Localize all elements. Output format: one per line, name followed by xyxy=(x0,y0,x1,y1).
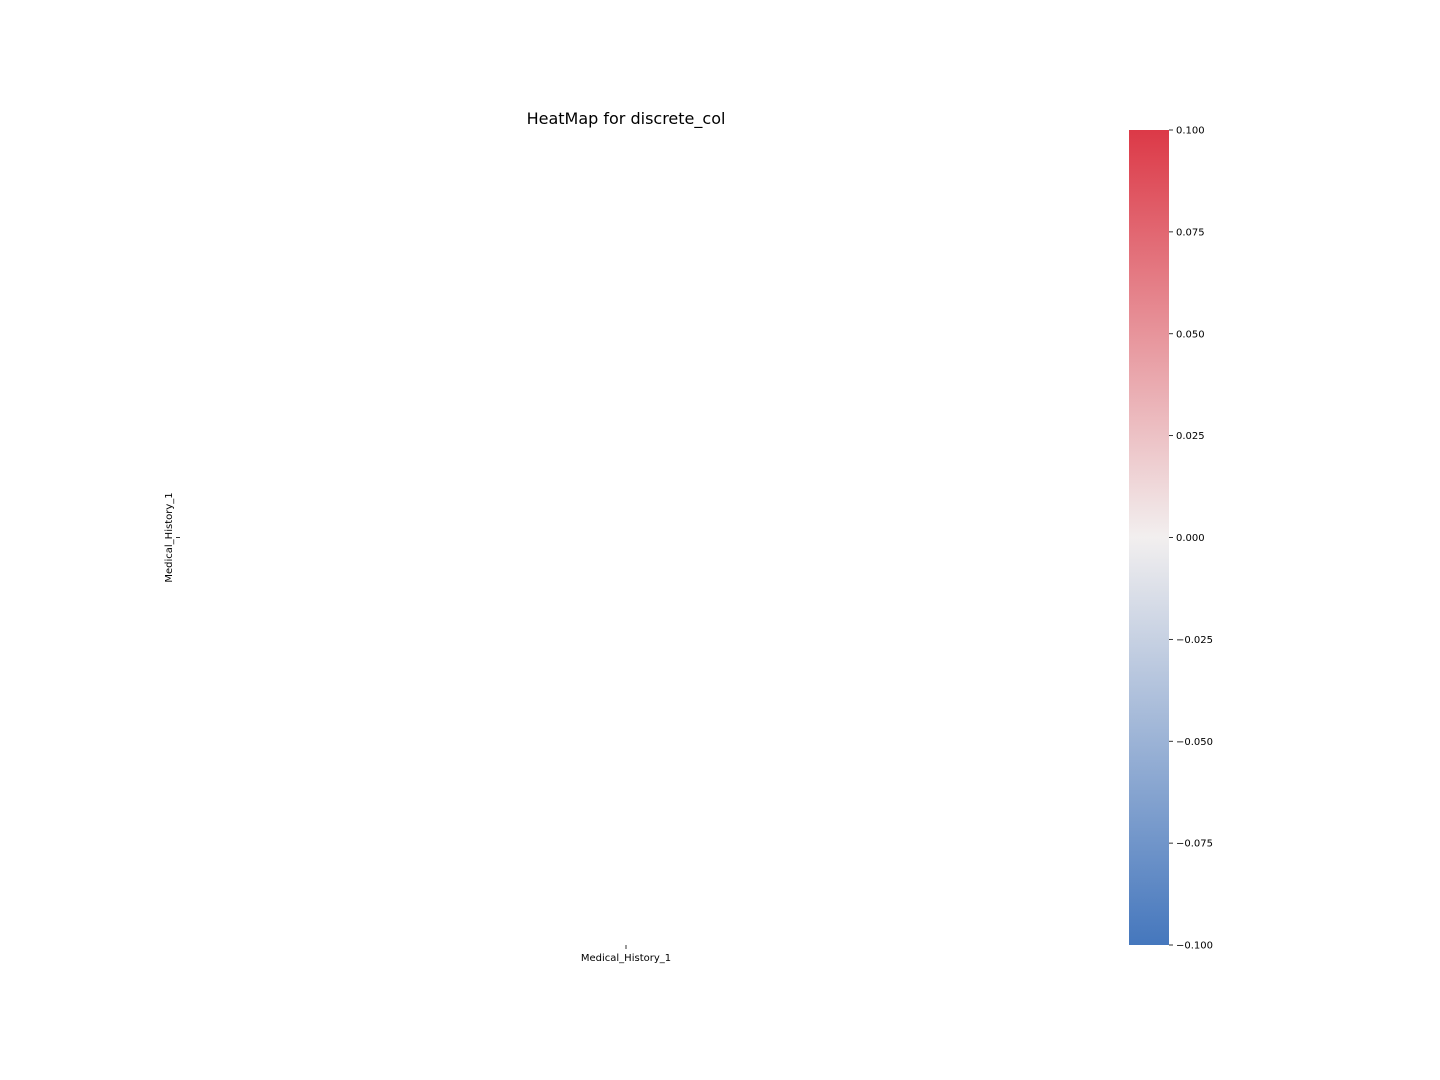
y-tick-label: Medical_History_1 xyxy=(164,492,175,582)
colorbar-tick-label: 0.050 xyxy=(1176,329,1205,340)
colorbar: 0.100 0.075 0.050 0.025 0.000 −0.025 −0.050 −0.… xyxy=(1129,126,1213,952)
colorbar-tick-label: −0.025 xyxy=(1176,635,1213,646)
colorbar-tick-label: 0.100 xyxy=(1176,126,1205,137)
y-axis-ticks: Medical_History_1 xyxy=(164,492,180,583)
colorbar-tick-label: 0.025 xyxy=(1176,431,1205,442)
heatmap-cell xyxy=(180,130,1072,945)
chart-title: HeatMap for discrete_col xyxy=(527,109,726,129)
colorbar-tick-label: 0.000 xyxy=(1176,533,1205,544)
colorbar-ticks: 0.100 0.075 0.050 0.025 0.000 −0.025 −0.050 −0.… xyxy=(1169,126,1213,952)
x-axis-ticks: Medical_History_1 xyxy=(581,945,671,964)
colorbar-tick-label: 0.075 xyxy=(1176,227,1205,238)
colorbar-tick-label: −0.050 xyxy=(1176,737,1213,748)
colorbar-tick-label: −0.100 xyxy=(1176,941,1213,952)
colorbar-gradient-bar xyxy=(1129,130,1169,945)
heatmap-area xyxy=(180,130,1072,945)
x-tick-label: Medical_History_1 xyxy=(581,953,671,964)
colorbar-tick-label: −0.075 xyxy=(1176,839,1213,850)
